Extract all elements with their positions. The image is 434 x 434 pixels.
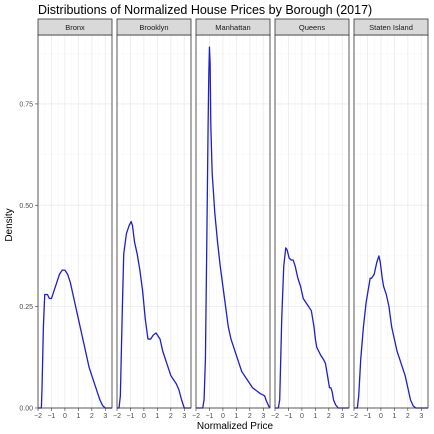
y-tick-label: 0.75 — [19, 101, 33, 108]
chart-title: Distributions of Normalized House Prices… — [38, 3, 372, 17]
panel-background — [117, 35, 191, 408]
x-tick-label: 2 — [406, 413, 410, 420]
x-tick-label: 0 — [300, 413, 304, 420]
y-axis: 0.00 0.25 0.50 0.75 — [19, 101, 38, 413]
x-tick-label: 3 — [182, 413, 186, 420]
x-tick-label: 1 — [155, 413, 159, 420]
y-axis-title: Density — [4, 208, 15, 241]
x-tick-label: −1 — [205, 413, 213, 420]
x-tick-label: 1 — [234, 413, 238, 420]
facet-panels: Bronx −2 −1 0 1 2 3 Brooklyn −2 −1 0 1 2 3 Manhattan −2… — [34, 18, 429, 420]
x-tick-label: 3 — [340, 413, 344, 420]
panel-background — [354, 35, 428, 408]
facet-panel-brooklyn: Brooklyn −2 −1 0 1 2 3 — [113, 18, 192, 420]
facet-strip — [195, 18, 271, 36]
facet-strip-label: Bronx — [65, 23, 85, 32]
x-tick-label: −2 — [350, 413, 358, 420]
x-tick-label: −2 — [113, 413, 121, 420]
density-line-queens — [275, 247, 349, 409]
facet-strip-label: Staten Island — [369, 23, 413, 32]
density-line-staten-island — [354, 255, 428, 409]
x-tick-label: −2 — [34, 413, 42, 420]
facet-strip-label: Brooklyn — [139, 23, 168, 32]
x-tick-label: 3 — [103, 413, 107, 420]
x-tick-label: −1 — [47, 413, 55, 420]
x-tick-label: 0 — [221, 413, 225, 420]
x-tick-label: −1 — [363, 413, 371, 420]
x-tick-label: 0 — [142, 413, 146, 420]
facet-panel-manhattan: Manhattan −2 −1 0 1 2 3 — [192, 18, 271, 420]
x-tick-label: 2 — [169, 413, 173, 420]
x-tick-label: −1 — [126, 413, 134, 420]
x-tick-label: 2 — [90, 413, 94, 420]
x-tick-label: −1 — [284, 413, 292, 420]
panel-background — [275, 35, 349, 408]
x-tick-label: 1 — [76, 413, 80, 420]
x-tick-label: −2 — [192, 413, 200, 420]
panel-background — [38, 35, 112, 408]
x-tick-label: 1 — [392, 413, 396, 420]
x-tick-label: 2 — [327, 413, 331, 420]
facet-strip — [274, 18, 350, 36]
facet-panel-queens: Queens −2 −1 0 1 2 3 — [271, 18, 350, 420]
x-axis-title: Normalized Price — [197, 421, 274, 432]
facet-strip-label: Manhattan — [215, 23, 250, 32]
facet-strip — [116, 18, 192, 36]
y-tick-label: 0.50 — [19, 203, 33, 210]
facet-strip-label: Queens — [299, 23, 326, 32]
density-line-bronx — [38, 269, 112, 409]
facet-strip — [37, 18, 113, 36]
density-line-manhattan — [196, 46, 271, 409]
x-tick-label: 0 — [379, 413, 383, 420]
x-tick-label: 3 — [419, 413, 423, 420]
y-tick-label: 0.00 — [19, 406, 33, 413]
y-tick-label: 0.25 — [19, 304, 33, 311]
facet-panel-staten-island: Staten Island −2 −1 0 1 2 3 — [350, 18, 429, 420]
x-tick-label: 2 — [248, 413, 252, 420]
facet-strip — [353, 18, 429, 36]
x-tick-label: 1 — [313, 413, 317, 420]
facet-panel-bronx: Bronx −2 −1 0 1 2 3 — [34, 18, 113, 420]
x-tick-label: −2 — [271, 413, 279, 420]
x-tick-label: 0 — [63, 413, 67, 420]
x-tick-label: 3 — [261, 413, 265, 420]
density-line-brooklyn — [117, 220, 191, 409]
